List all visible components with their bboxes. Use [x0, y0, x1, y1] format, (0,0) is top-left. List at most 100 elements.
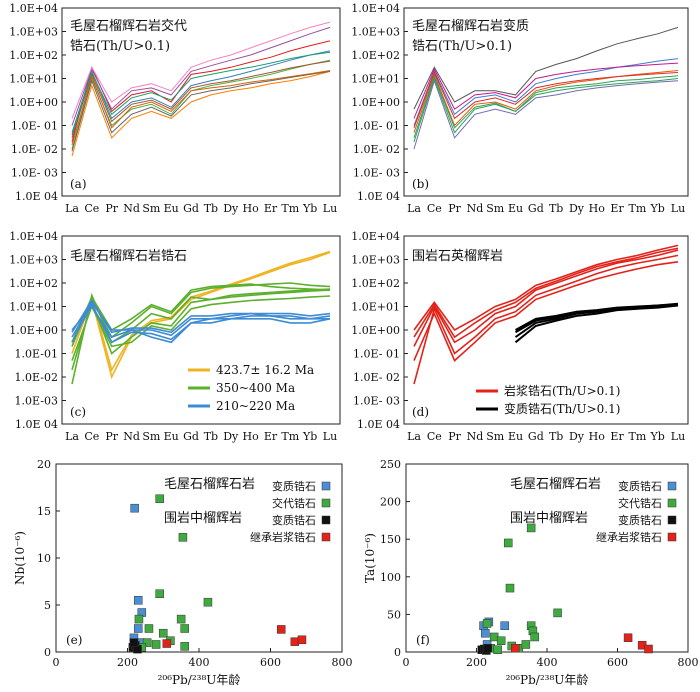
x-tick-label: Lu [323, 202, 337, 215]
y-tick-label: 10 [37, 552, 51, 565]
x-tick-label: 0 [403, 656, 410, 669]
legend-label: 350~400 Ma [216, 381, 295, 395]
x-tick-label: 0 [53, 656, 60, 669]
data-point [297, 635, 307, 645]
legend-label: 岩浆锆石(Th/U>0.1) [504, 383, 620, 398]
x-tick-label: Sm [142, 430, 161, 443]
x-tick-label: 200 [117, 656, 138, 669]
x-tick-label: Lu [671, 430, 685, 443]
y-tick-label: 15 [37, 505, 51, 518]
data-point [176, 614, 186, 624]
x-tick-label: Ce [84, 430, 99, 443]
y-tick-label: 1.0E+03 [9, 254, 58, 267]
series-line [413, 75, 679, 138]
panel-a-ree-pattern: 1.0E+04 1.0E+03 1.0E+02 1.0E+01 1.0E+00 1.0E-… [9, 2, 341, 215]
x-tick-label: Dy [223, 430, 239, 443]
panel-label: (d) [412, 405, 429, 419]
x-tick-label: 400 [189, 656, 210, 669]
legend-label: 变质锆石(Th/U>0.1) [504, 401, 620, 416]
y-tick-label: 1.0E+02 [9, 49, 58, 62]
data-point [553, 608, 562, 618]
y-tick-label: 1.0E- 01 [11, 120, 58, 133]
panel-label: (f) [416, 633, 430, 647]
legend-label: 交代锆石 [618, 496, 662, 510]
series-line [71, 251, 331, 380]
data-point [644, 644, 653, 654]
legend-swatch [321, 498, 331, 508]
data-point [133, 596, 143, 605]
series-line [413, 70, 679, 133]
panel-subtitle: 锆石(Th/U>0.1) [70, 39, 170, 54]
series-line [413, 79, 679, 150]
series-line [71, 302, 331, 344]
legend-label: 继承岩浆锆石 [250, 530, 316, 544]
series-line [71, 283, 331, 343]
x-tick-label: Pr [448, 202, 461, 215]
x-tick-label: La [65, 202, 79, 215]
y-tick-label: 0 [44, 646, 51, 659]
series-line [413, 71, 679, 128]
data-point [162, 639, 172, 648]
y-tick-label: 1.0E+02 [351, 277, 400, 290]
x-tick-label: La [65, 430, 79, 443]
series-line [71, 26, 331, 126]
y-tick-label: 1.0E- 03 [353, 167, 400, 180]
legend-swatch [667, 481, 677, 491]
data-point [133, 624, 143, 633]
data-point [155, 589, 164, 598]
series-line [71, 300, 331, 344]
x-tick-label: Lu [671, 202, 685, 215]
data-point [180, 624, 189, 633]
series-line [413, 247, 679, 339]
data-point [142, 638, 152, 647]
y-tick-label: 250 [380, 458, 401, 471]
y-tick-label: 100 [380, 571, 401, 584]
y-tick-label: 1.0E- 01 [353, 348, 400, 361]
data-point [503, 538, 513, 548]
x-tick-label: Tm [628, 202, 646, 215]
y-tick-label: 1.0E+01 [9, 73, 58, 86]
series-line [71, 70, 331, 146]
y-tick-label: 1.0E+01 [351, 73, 400, 86]
x-tick-label: Ce [427, 430, 442, 443]
y-tick-label: 1.0E+00 [9, 324, 58, 337]
x-tick-label: Eu [164, 202, 179, 215]
x-tick-label: Er [610, 430, 624, 443]
y-tick-label: 1.0E+02 [9, 277, 58, 290]
series-line [71, 305, 330, 339]
series-line [413, 261, 679, 362]
x-tick-label: Yb [302, 430, 317, 443]
x-tick-label: Eu [508, 430, 523, 443]
legend-label: 继承岩浆锆石 [596, 530, 662, 544]
series-line [413, 76, 679, 143]
data-point [500, 621, 509, 630]
x-tick-label: 400 [537, 656, 558, 669]
y-tick-label: 1.0E+04 [351, 230, 400, 243]
legend-group-label: 毛屋石榴辉石岩 [164, 477, 255, 492]
data-point [159, 628, 168, 638]
x-tick-label: Tm [628, 430, 646, 443]
legend-group-label: 围岩中榴辉岩 [164, 511, 242, 526]
x-tick-label: Sm [142, 202, 161, 215]
x-tick-label: Dy [223, 202, 239, 215]
y-tick-label: 1.0E+01 [351, 301, 400, 314]
data-point [526, 523, 536, 533]
series-line [71, 289, 331, 371]
y-tick-label: 1.0E- 02 [353, 143, 400, 156]
y-tick-label: 1.0E- 02 [11, 143, 58, 156]
x-tick-label: Eu [508, 202, 523, 215]
panel-title: 围岩石英榴辉岩 [412, 249, 503, 264]
x-tick-label: Tb [204, 430, 218, 443]
data-point [521, 640, 531, 649]
x-tick-label: Ho [589, 202, 606, 215]
series-line [71, 298, 331, 334]
y-tick-label: 1.0E 04 [357, 190, 400, 203]
data-point [511, 643, 520, 653]
x-tick-label: Er [264, 430, 278, 443]
series-line [71, 51, 331, 136]
x-tick-label: 600 [260, 656, 281, 669]
data-point [144, 624, 154, 633]
x-tick-label: Sm [486, 430, 505, 443]
y-tick-label: 1.0E- 02 [353, 371, 400, 384]
x-tick-label: Yb [650, 430, 665, 443]
